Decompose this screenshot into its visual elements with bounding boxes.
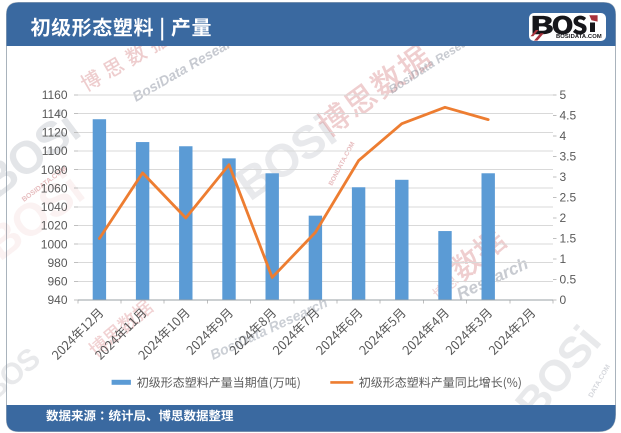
svg-text:3.5: 3.5 [560, 150, 577, 164]
svg-text:4.5: 4.5 [560, 109, 577, 123]
svg-text:1080: 1080 [41, 163, 68, 177]
svg-text:1120: 1120 [42, 125, 68, 139]
svg-text:1: 1 [560, 252, 567, 266]
svg-text:BOSIDATA.COM: BOSIDATA.COM [556, 34, 602, 40]
svg-text:1060: 1060 [41, 181, 68, 195]
svg-text:1160: 1160 [42, 88, 68, 102]
svg-text:1040: 1040 [41, 200, 68, 214]
svg-text:4: 4 [560, 129, 567, 143]
svg-text:1020: 1020 [41, 219, 68, 233]
svg-text:5: 5 [560, 88, 567, 102]
svg-text:1100: 1100 [42, 144, 68, 158]
svg-text:0.5: 0.5 [560, 273, 577, 287]
svg-text:1000: 1000 [41, 237, 68, 251]
svg-text:980: 980 [47, 256, 67, 270]
svg-text:2: 2 [560, 211, 567, 225]
svg-text:960: 960 [47, 275, 67, 289]
svg-text:1140: 1140 [42, 107, 68, 121]
svg-text:1.5: 1.5 [560, 232, 577, 246]
svg-text:0: 0 [560, 293, 567, 307]
svg-text:3: 3 [560, 170, 567, 184]
svg-text:940: 940 [47, 293, 67, 307]
svg-text:2.5: 2.5 [560, 191, 577, 205]
